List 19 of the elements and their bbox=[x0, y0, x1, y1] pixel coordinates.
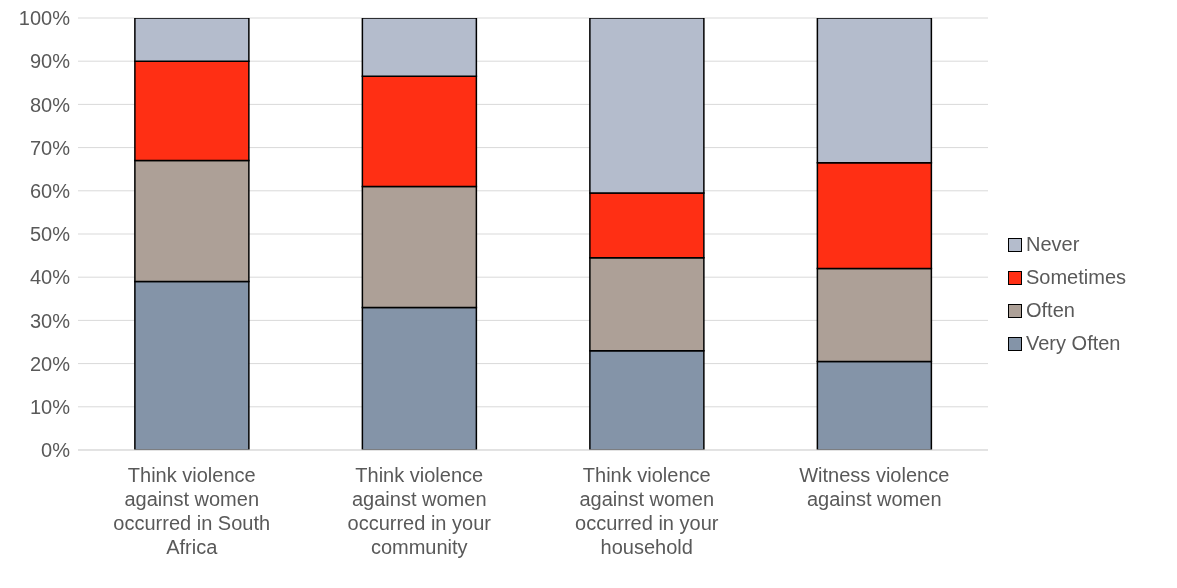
legend-label: Never bbox=[1026, 233, 1080, 256]
y-tick-label: 50% bbox=[29, 223, 71, 246]
y-tick-label: 100% bbox=[18, 7, 71, 30]
legend-label: Sometimes bbox=[1026, 266, 1127, 289]
x-tick-label: Think violence against women occurred in your community bbox=[347, 464, 492, 558]
legend-label: Often bbox=[1026, 299, 1075, 322]
y-tick-label: 80% bbox=[29, 93, 71, 116]
y-tick-label: 10% bbox=[29, 395, 71, 418]
y-tick-label: 40% bbox=[29, 266, 71, 289]
legend-label: Very Often bbox=[1026, 332, 1121, 355]
x-tick-label: Witness violence against women bbox=[799, 464, 950, 510]
y-tick-label: 0% bbox=[41, 439, 71, 462]
x-tick-label: Think violence against women occurred in South Africa bbox=[113, 464, 271, 558]
y-tick-label: 90% bbox=[29, 50, 71, 73]
y-tick-label: 20% bbox=[29, 352, 71, 375]
y-tick-label: 60% bbox=[29, 179, 71, 202]
x-tick-label: Think violence against women occurred in your household bbox=[575, 464, 719, 558]
y-tick-label: 30% bbox=[29, 309, 71, 332]
y-tick-label: 70% bbox=[29, 136, 71, 159]
